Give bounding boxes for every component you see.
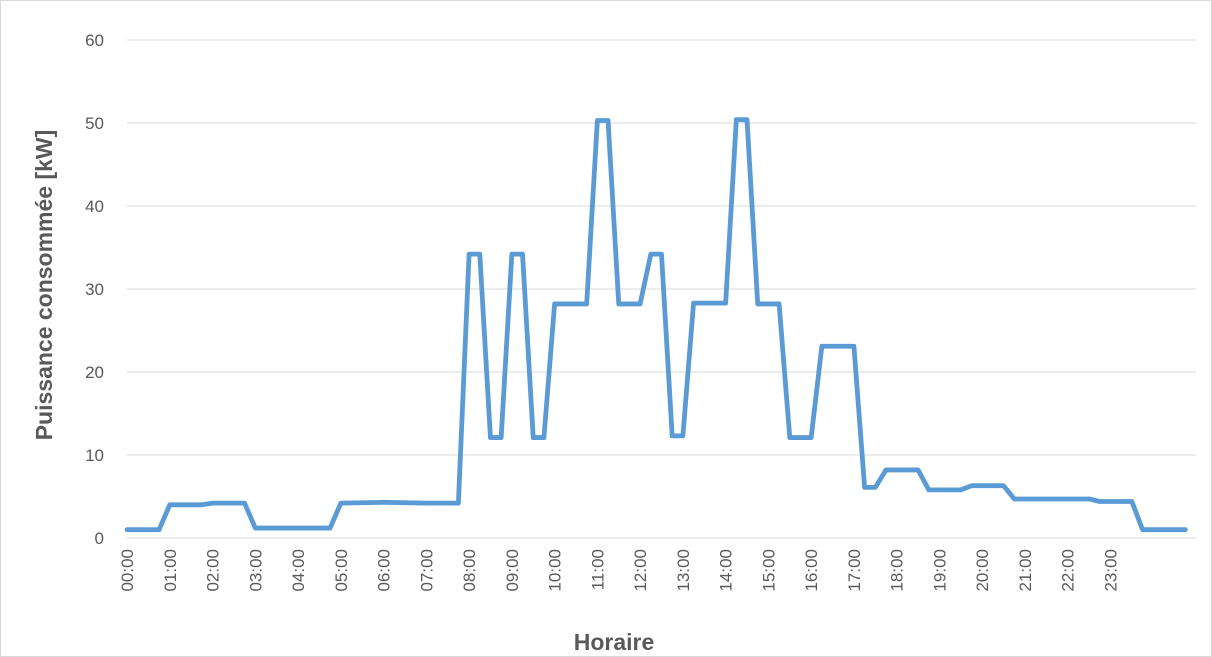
- x-tick-label: 21:00: [1016, 549, 1035, 592]
- x-tick-label: 19:00: [930, 549, 949, 592]
- x-tick-label: 15:00: [759, 549, 778, 592]
- x-tick-label: 14:00: [717, 549, 736, 592]
- x-tick-label: 06:00: [375, 549, 394, 592]
- y-tick-label: 0: [95, 529, 104, 548]
- x-tick-label: 07:00: [417, 549, 436, 592]
- x-tick-label: 22:00: [1059, 549, 1078, 592]
- x-tick-label: 11:00: [588, 549, 607, 590]
- x-tick-label: 10:00: [546, 549, 565, 592]
- x-tick-label: 00:00: [118, 549, 137, 592]
- series-layer: [124, 117, 1188, 533]
- x-tick-label: 02:00: [204, 549, 223, 592]
- x-tick-label: 01:00: [161, 549, 180, 592]
- y-tick-label: 60: [85, 31, 104, 50]
- x-tick-label: 03:00: [246, 549, 265, 592]
- series-line: [124, 117, 1188, 533]
- x-axis-tick-labels: 00:00 01:00 02:00 03:00 04:00 05:00 06:00 07:00…: [118, 549, 1120, 592]
- y-tick-label: 40: [85, 197, 104, 216]
- x-tick-label: 23:00: [1101, 549, 1120, 592]
- x-tick-label: 12:00: [631, 549, 650, 592]
- y-axis-title: Puissance consommée [kW]: [31, 130, 57, 441]
- grid-layer: [127, 39, 1196, 539]
- y-tick-label: 50: [85, 114, 104, 133]
- x-tick-label: 09:00: [503, 549, 522, 592]
- x-tick-label: 05:00: [332, 549, 351, 592]
- y-tick-label: 30: [85, 280, 104, 299]
- x-tick-label: 13:00: [674, 549, 693, 592]
- x-tick-label: 04:00: [289, 549, 308, 592]
- x-axis-title: Horaire: [574, 629, 655, 655]
- x-tick-label: 16:00: [802, 549, 821, 592]
- y-tick-label: 10: [85, 446, 104, 465]
- y-tick-label: 20: [85, 363, 104, 382]
- y-axis-tick-labels: 0 10 20 30 40 50 60: [85, 31, 104, 548]
- x-tick-label: 08:00: [460, 549, 479, 592]
- x-tick-label: 20:00: [973, 549, 992, 592]
- x-tick-label: 17:00: [845, 549, 864, 592]
- x-tick-label: 18:00: [888, 549, 907, 592]
